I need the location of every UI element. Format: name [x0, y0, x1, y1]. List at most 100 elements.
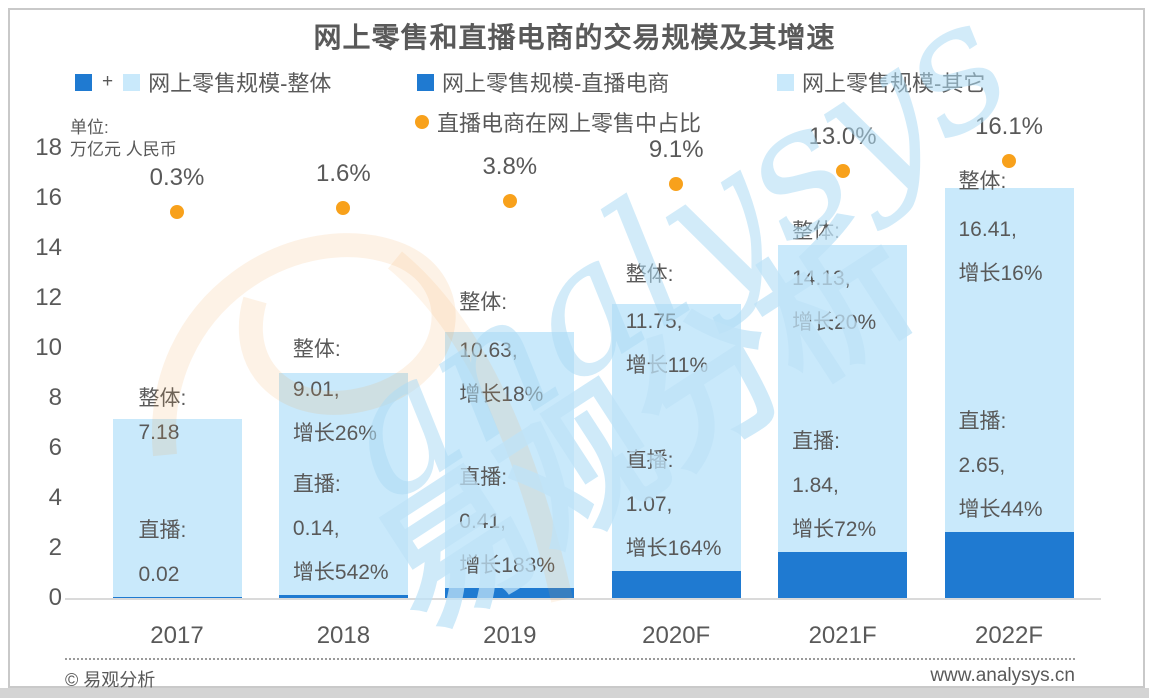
x-tick-label: 2019	[483, 622, 537, 649]
bar-live-value-line: 1.07,	[625, 493, 673, 517]
pct-value-label: 13.0%	[808, 123, 877, 150]
bar-segment-live	[778, 552, 908, 598]
bar-segment-live	[611, 571, 741, 598]
bar-live-value-line: 增长183%	[459, 553, 556, 577]
bar-overall-caption: 整体:	[459, 291, 508, 315]
bar-overall-values: 14.13, 增长20%	[792, 257, 876, 345]
pct-point	[336, 200, 351, 215]
y-tick-label: 0	[48, 584, 62, 611]
legend-item-live: 网上零售规模-直播电商	[417, 66, 669, 98]
bar-live-value-line: 增长542%	[292, 560, 389, 584]
pct-point	[669, 176, 684, 191]
bar-overall-caption: 整体:	[958, 169, 1007, 193]
legend-item-other: 网上零售规模-其它	[777, 66, 985, 98]
legend-marker-light-square	[123, 73, 141, 91]
x-tick-label: 2018	[316, 622, 371, 649]
pct-value-label: 3.8%	[482, 152, 538, 180]
y-axis-unit-label: 单位: 万亿元 人民币	[70, 117, 177, 161]
bar-live-value-line: 直播:	[792, 430, 840, 453]
bar-overall-value-line: 10.63,	[459, 339, 518, 363]
legend-marker-dark-square	[417, 73, 434, 91]
bar-live-values: 直播: 0.14, 增长542%	[293, 463, 389, 595]
bar-overall-value-line: 11.75,	[625, 310, 683, 334]
y-tick-label: 4	[48, 484, 62, 511]
pct-value-label: 1.6%	[316, 159, 371, 187]
bar-overall-value-line: 9.01,	[292, 377, 340, 401]
legend-label: 网上零售规模-其它	[802, 71, 986, 96]
bar-overall-values: 11.75, 增长11%	[626, 300, 708, 388]
y-tick-label: 12	[35, 284, 62, 311]
bottom-edge-strip	[0, 688, 1149, 698]
bar-live-values: 直播: 0.02	[139, 509, 187, 597]
footer-divider	[65, 658, 1075, 660]
y-tick-label: 8	[48, 384, 62, 411]
bar-overall-values: 16.41, 增长16%	[959, 208, 1043, 296]
bar-segment-live	[944, 531, 1074, 598]
legend-item-overall: + 网上零售规模-整体	[75, 66, 331, 98]
bar-live-value-line: 2.65,	[958, 453, 1006, 477]
bar-overall-value-line: 14.13,	[792, 266, 851, 290]
bar-overall-value-line: 增长16%	[958, 261, 1043, 285]
bar-live-values: 直播: 1.84, 增长72%	[792, 420, 876, 552]
y-tick-label: 16	[35, 184, 62, 211]
bar-live-value-line: 直播:	[292, 472, 341, 496]
y-tick-label: 14	[35, 234, 62, 261]
bar-segment-other	[611, 304, 741, 598]
bar-overall-value-line: 增长26%	[292, 421, 377, 445]
unit-line-2: 万亿元 人民币	[70, 140, 177, 159]
bar-segment-other	[778, 244, 908, 598]
bar-overall-values: 7.18	[139, 411, 180, 455]
legend-label: 网上零售规模-整体	[148, 71, 332, 96]
bar-live-value-line: 0.14,	[292, 516, 340, 540]
bar-live-value-line: 增长164%	[625, 537, 722, 561]
footer-website-link[interactable]: www.analysys.cn	[930, 665, 1075, 686]
bar-segment-other	[278, 372, 408, 598]
footer-copyright: © 易观分析	[65, 670, 156, 690]
bar-segment-live	[112, 597, 242, 598]
bar-overall-caption: 整体:	[292, 337, 341, 361]
legend-marker-light-square	[777, 73, 794, 91]
bar-live-value-line: 0.41,	[459, 509, 507, 533]
x-tick-label: 2020F	[642, 622, 711, 649]
bar-live-value-line: 直播:	[958, 409, 1007, 433]
bar-live-values: 直播: 2.65, 增长44%	[959, 400, 1043, 532]
bar-live-value-line: 增长44%	[958, 497, 1043, 521]
bar-overall-values: 9.01, 增长26%	[293, 368, 377, 456]
chart-title: 网上零售和直播电商的交易规模及其增速	[313, 22, 836, 53]
bar-segment-live	[445, 587, 575, 598]
bar-live-values: 直播: 1.07, 增长164%	[626, 439, 722, 571]
bar-overall-value-line: 增长20%	[792, 310, 877, 334]
bar-overall-value-line: 增长18%	[459, 383, 544, 407]
legend-item-pct: 直播电商在网上零售中占比	[415, 106, 701, 138]
pct-value-label: 16.1%	[974, 112, 1044, 140]
x-axis-line	[65, 598, 1101, 600]
pct-point	[835, 164, 850, 178]
y-tick-label: 10	[35, 334, 62, 361]
pct-value-label: 9.1%	[648, 135, 704, 163]
legend-label: 直播电商在网上零售中占比	[437, 111, 702, 136]
bar-overall-values: 10.63, 增长18%	[459, 329, 543, 417]
bar-live-value-line: 直播:	[459, 465, 508, 489]
bar-overall-value-line: 7.18	[138, 420, 180, 444]
bar-segment-other	[944, 187, 1074, 598]
bar-live-value-line: 直播:	[138, 519, 187, 542]
bar-overall-caption: 整体:	[625, 263, 674, 287]
x-tick-label: 2017	[150, 622, 204, 649]
legend-label: 网上零售规模-直播电商	[442, 71, 670, 96]
bar-live-value-line: 增长72%	[792, 518, 877, 541]
pct-point	[502, 193, 517, 208]
bar-live-values: 直播: 0.41, 增长183%	[459, 456, 555, 588]
legend-plus-sign: +	[102, 71, 114, 92]
pct-point	[170, 205, 184, 220]
bar-segment-live	[278, 594, 408, 598]
x-tick-label: 2021F	[808, 622, 877, 649]
bar-live-value-line: 直播:	[625, 449, 674, 473]
bar-overall-value-line: 增长11%	[625, 354, 709, 378]
y-tick-label: 6	[48, 434, 62, 461]
bar-live-value-line: 1.84,	[792, 474, 839, 497]
bar-live-value-line: 0.02	[138, 563, 180, 586]
pct-value-label: 0.3%	[149, 164, 205, 192]
bar-overall-caption: 整体:	[138, 386, 187, 410]
unit-line-1: 单位:	[70, 118, 109, 137]
